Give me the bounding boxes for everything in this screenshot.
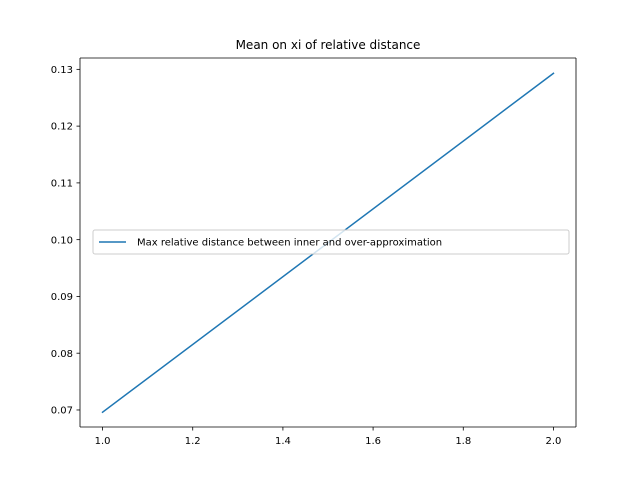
x-tick-label: 1.2: [185, 436, 201, 447]
legend-box: [92, 229, 570, 255]
legend-label: Max relative distance between inner and …: [137, 238, 442, 249]
y-tick-label: 0.12: [51, 122, 73, 133]
x-tick-label: 1.0: [95, 436, 111, 447]
y-tick-label: 0.10: [51, 235, 73, 246]
x-tick-label: 2.0: [546, 436, 562, 447]
y-tick-label: 0.11: [51, 178, 73, 189]
x-tick-label: 1.6: [365, 436, 381, 447]
y-tick-label: 0.13: [51, 65, 73, 76]
chart-title: Mean on xi of relative distance: [236, 38, 421, 52]
y-tick-label: 0.07: [51, 406, 73, 417]
y-tick-label: 0.09: [51, 292, 73, 303]
y-tick-label: 0.08: [51, 349, 73, 360]
x-tick-label: 1.8: [455, 436, 471, 447]
plot-area: 1.0 1.2 1.4 1.6 1.8 2.0 0.07 0.08 0.09 0.10 0.11 0.…: [51, 57, 577, 447]
x-tick-label: 1.4: [275, 436, 291, 447]
